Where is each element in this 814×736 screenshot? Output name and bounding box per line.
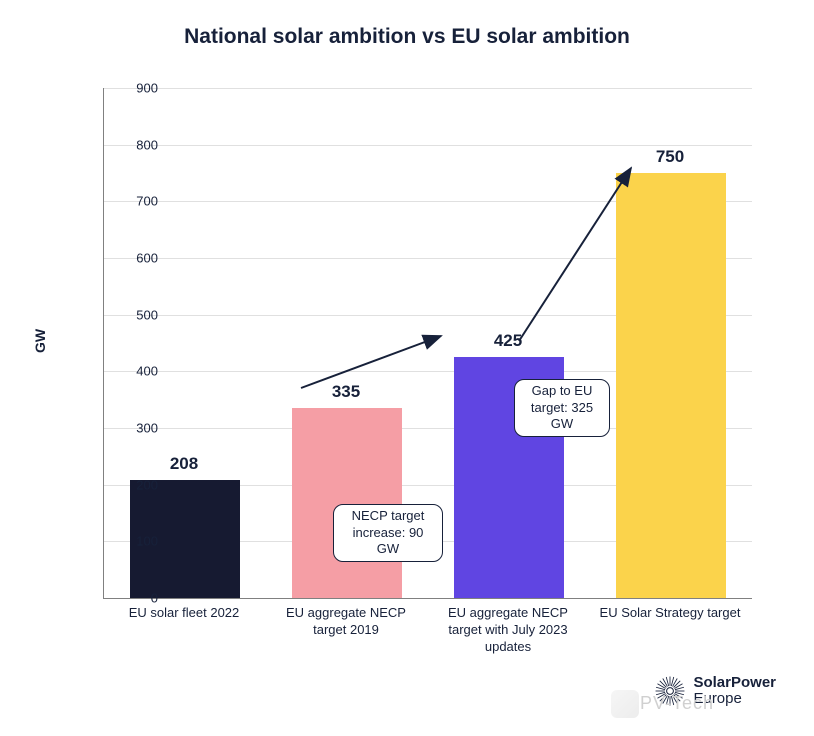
- ytick-label: 400: [108, 364, 158, 379]
- chart-container: National solar ambition vs EU solar ambi…: [0, 0, 814, 736]
- gridline: [104, 145, 752, 146]
- xtick-label: EU solar fleet 2022: [107, 605, 261, 622]
- gridline: [104, 88, 752, 89]
- ytick-label: 800: [108, 137, 158, 152]
- chart-title: National solar ambition vs EU solar ambi…: [0, 25, 814, 49]
- bar: [616, 173, 726, 598]
- ytick-label: 900: [108, 81, 158, 96]
- y-axis-label: GW: [32, 329, 48, 353]
- logo-line1: SolarPower: [693, 675, 776, 691]
- xtick-label: EU Solar Strategy target: [593, 605, 747, 622]
- xtick-label: EU aggregate NECP target 2019: [269, 605, 423, 639]
- bar-value-label: 425: [468, 331, 548, 351]
- ytick-label: 600: [108, 251, 158, 266]
- callout: NECP target increase: 90 GW: [333, 504, 443, 562]
- ytick-label: 0: [108, 591, 158, 606]
- bar-value-label: 208: [144, 454, 224, 474]
- bar-value-label: 335: [306, 382, 386, 402]
- ytick-label: 500: [108, 307, 158, 322]
- ytick-label: 300: [108, 421, 158, 436]
- ytick-label: 200: [108, 477, 158, 492]
- callout: Gap to EU target: 325 GW: [514, 379, 610, 437]
- watermark-icon: [611, 690, 639, 718]
- bar-value-label: 750: [630, 147, 710, 167]
- watermark-text: PV-Tech: [640, 693, 714, 714]
- ytick-label: 700: [108, 194, 158, 209]
- xtick-label: EU aggregate NECP target with July 2023 …: [431, 605, 585, 656]
- ytick-label: 100: [108, 534, 158, 549]
